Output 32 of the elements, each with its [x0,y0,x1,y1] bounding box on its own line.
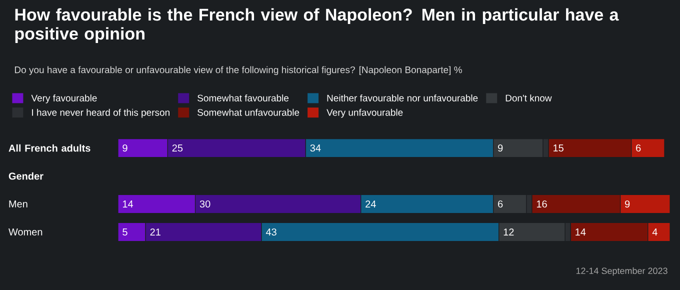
data-label: 9 [498,144,503,152]
data-label: 16 [536,200,547,208]
y-tick-label: Gender [8,172,44,180]
y-tick-label: All French adults [8,144,90,152]
y-tick-label: Women [8,228,42,236]
data-label: 6 [498,200,503,208]
legend-label: Very unfavourable [326,108,403,118]
legend-label: I have never heard of this person [32,108,170,118]
data-label: 21 [150,228,160,236]
legend-label: Somewhat favourable [198,94,289,102]
y-tick-label: Men [9,200,28,208]
data-label: 15 [554,144,564,152]
legend-label: Don't know [506,94,552,102]
data-label: 5 [122,228,128,236]
legend-label: Somewhat unfavourable [198,108,300,116]
data-label: 30 [200,200,210,208]
chart-title: How favourable is the French view of Napoleon? Men in particular have a positive opinion [15,8,619,44]
data-label: 14 [122,200,134,208]
data-label: 24 [366,200,376,208]
data-label: 4 [652,228,658,236]
data-label: 12 [504,228,514,236]
chart-subtitle: Do you have a favourable or unfavourable view of the following historical figures? [Napoleon Bonaparte] % [14,66,462,76]
data-label: 43 [266,228,276,236]
data-label: 25 [172,144,183,152]
text: 12-14 September 2023 [576,267,668,276]
legend-label: Neither favourable nor unfavourable [327,94,478,102]
data-label: 34 [310,144,321,152]
data-label: 6 [636,144,641,152]
data-label: 9 [122,144,128,152]
legend-label: Very favourable [31,94,97,104]
data-label: 14 [576,228,586,236]
data-label: 9 [624,200,630,208]
